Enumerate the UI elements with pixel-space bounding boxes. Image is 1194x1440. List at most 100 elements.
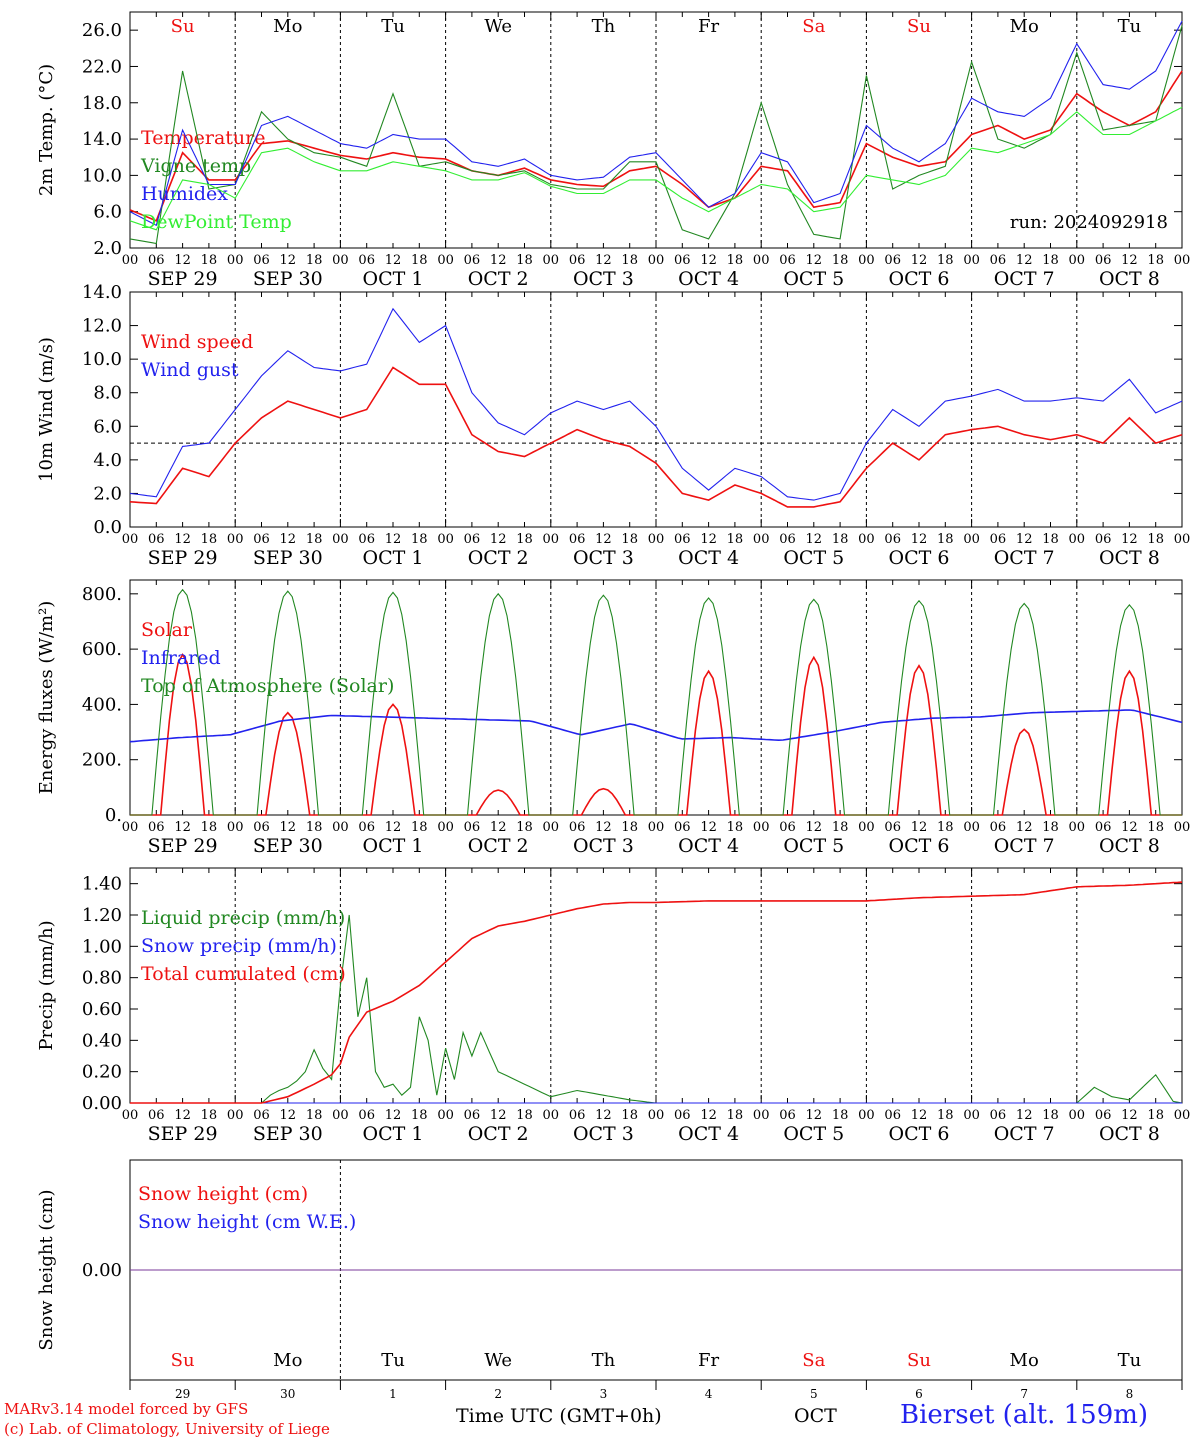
hour-tick-label: 12	[911, 820, 928, 835]
legend-entry: Snow precip (mm/h)	[141, 935, 337, 957]
hour-tick-label: 12	[1016, 532, 1033, 547]
hour-tick-label: 00	[332, 532, 349, 547]
hour-tick-label: 00	[1174, 253, 1191, 268]
hour-tick-label: 18	[1042, 820, 1059, 835]
hour-tick-label: 12	[595, 253, 612, 268]
date-label: OCT 2	[468, 268, 529, 290]
x-axis-title: Time UTC (GMT+0h)	[456, 1405, 662, 1427]
date-label: OCT 6	[889, 547, 950, 569]
hour-tick-label: 06	[884, 253, 901, 268]
hour-tick-label: 00	[1174, 532, 1191, 547]
hour-tick-label: 00	[437, 820, 454, 835]
hour-tick-label: 00	[437, 253, 454, 268]
day-label: Tu	[381, 1350, 405, 1371]
date-label: OCT 4	[678, 268, 739, 290]
day-label: Tu	[381, 16, 405, 37]
hour-tick-label: 18	[937, 253, 954, 268]
legend-entry: Solar	[141, 619, 193, 641]
y-tick-label: 0.40	[82, 1030, 122, 1051]
hour-tick-label: 06	[674, 532, 691, 547]
hour-tick-label: 06	[358, 532, 375, 547]
hour-tick-label: 00	[122, 820, 139, 835]
hour-tick-label: 12	[385, 820, 402, 835]
y-tick-label: 26.0	[82, 20, 122, 41]
y-tick-label: 0.80	[82, 968, 122, 989]
hour-tick-label: 06	[569, 253, 586, 268]
y-tick-label: 0.00	[82, 1260, 122, 1281]
hour-tick-label: 00	[753, 253, 770, 268]
y-tick-label: 10.0	[82, 165, 122, 186]
hour-tick-label: 00	[858, 253, 875, 268]
y-tick-label: 12.0	[82, 316, 122, 337]
series-line	[129, 106, 1183, 231]
hour-tick-label: 12	[385, 1108, 402, 1123]
date-label: OCT 5	[783, 547, 844, 569]
hour-tick-label: 12	[595, 532, 612, 547]
station-label: Bierset (alt. 159m)	[900, 1400, 1149, 1430]
date-label: SEP 30	[253, 1123, 323, 1145]
hour-tick-label: 06	[464, 1108, 481, 1123]
date-label: OCT 5	[783, 268, 844, 290]
series-line	[130, 588, 1182, 816]
hour-tick-label: 12	[1016, 1108, 1033, 1123]
hour-tick-label: 06	[148, 532, 165, 547]
date-label: OCT 4	[678, 835, 739, 857]
day-label: Su	[907, 1350, 931, 1371]
date-label: OCT 6	[889, 268, 950, 290]
day-number: 5	[810, 1387, 818, 1401]
day-label: We	[484, 1350, 512, 1371]
date-label: OCT 3	[573, 1123, 634, 1145]
hour-tick-label: 12	[911, 253, 928, 268]
y-tick-label: 400.	[82, 694, 122, 715]
date-label: OCT 8	[1099, 547, 1160, 569]
hour-tick-label: 12	[806, 820, 823, 835]
hour-tick-label: 12	[490, 820, 507, 835]
hour-tick-label: 18	[201, 532, 218, 547]
y-tick-label: 2.0	[93, 238, 122, 259]
hour-tick-label: 12	[1121, 253, 1138, 268]
day-label: Su	[907, 16, 931, 37]
y-axis-label: Precip (mm/h)	[36, 920, 57, 1050]
date-label: OCT 4	[678, 547, 739, 569]
y-tick-label: 0.00	[82, 1093, 122, 1114]
date-label: SEP 29	[148, 547, 218, 569]
hour-tick-label: 12	[911, 1108, 928, 1123]
legend-entry: DewPoint Temp	[141, 211, 292, 233]
hour-tick-label: 18	[621, 1108, 638, 1123]
hour-tick-label: 00	[1069, 1108, 1086, 1123]
date-label: OCT 1	[363, 268, 424, 290]
hour-tick-label: 00	[648, 532, 665, 547]
hour-tick-label: 18	[727, 532, 744, 547]
day-label: Mo	[1010, 1350, 1039, 1371]
legend-entry: Humidex	[141, 183, 228, 205]
day-number: 3	[600, 1387, 608, 1401]
day-label: Mo	[273, 1350, 302, 1371]
legend-entry: Infrared	[141, 647, 221, 669]
hour-tick-label: 00	[332, 820, 349, 835]
y-tick-label: 2.0	[93, 483, 122, 504]
hour-tick-label: 18	[832, 1108, 849, 1123]
y-axis-label: 10m Wind (m/s)	[36, 337, 57, 482]
hour-tick-label: 12	[280, 1108, 297, 1123]
hour-tick-label: 12	[174, 820, 191, 835]
hour-tick-label: 18	[621, 532, 638, 547]
date-label: OCT 5	[783, 835, 844, 857]
hour-tick-label: 00	[963, 820, 980, 835]
hour-tick-label: 06	[1095, 532, 1112, 547]
hour-tick-label: 12	[1121, 532, 1138, 547]
hour-tick-label: 12	[700, 1108, 717, 1123]
hour-tick-label: 18	[1147, 820, 1164, 835]
hour-tick-label: 00	[1069, 820, 1086, 835]
legend-entry: Total cumulated (cm)	[141, 963, 346, 985]
hour-tick-label: 06	[358, 253, 375, 268]
hour-tick-label: 00	[648, 1108, 665, 1123]
hour-tick-label: 06	[674, 1108, 691, 1123]
hour-tick-label: 12	[174, 253, 191, 268]
series-line	[129, 307, 1183, 501]
hour-tick-label: 18	[1147, 253, 1164, 268]
day-number: 6	[915, 1387, 923, 1401]
hour-tick-label: 18	[306, 532, 323, 547]
hour-tick-label: 18	[516, 253, 533, 268]
hour-tick-label: 06	[779, 820, 796, 835]
hour-tick-label: 00	[1174, 1108, 1191, 1123]
